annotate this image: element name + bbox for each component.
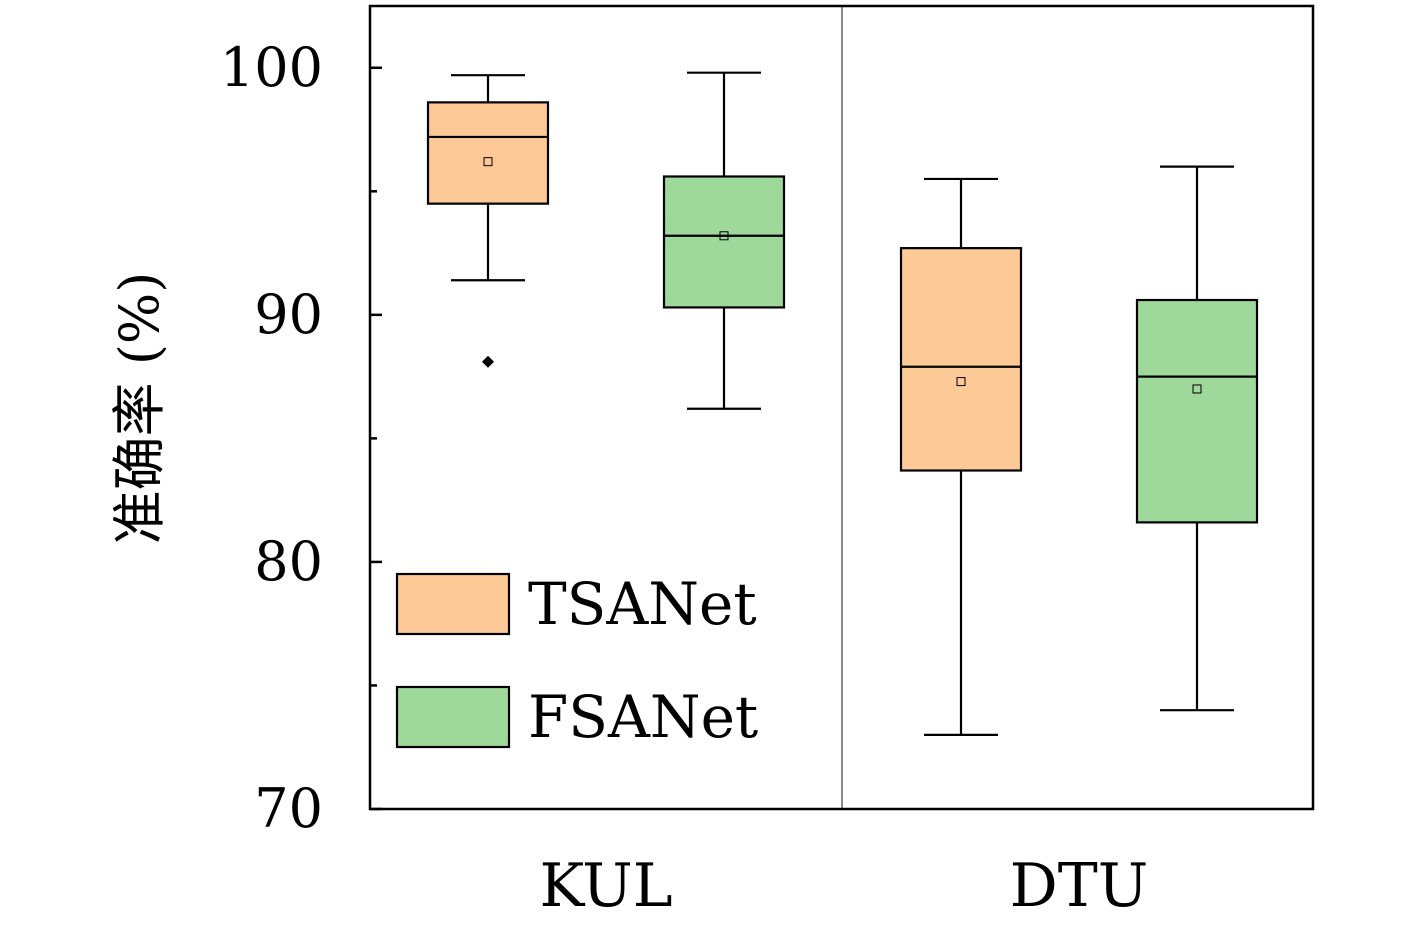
box-fsanet-kul bbox=[662, 71, 786, 410]
y-axis-label: 准确率 (%) bbox=[108, 272, 171, 545]
box-layer bbox=[426, 71, 1259, 736]
x-tick-label: DTU bbox=[1010, 851, 1149, 921]
mean-marker bbox=[956, 377, 966, 387]
legend-label-fsanet: FSANet bbox=[528, 683, 758, 751]
mean-marker bbox=[483, 157, 493, 167]
legend-swatch-tsanet bbox=[395, 572, 511, 636]
outlier-point bbox=[482, 355, 494, 368]
legend-swatch-fsanet bbox=[395, 685, 511, 749]
plot-frame bbox=[368, 4, 1315, 811]
y-tick-label: 90 bbox=[254, 283, 323, 346]
box-iqr bbox=[1135, 298, 1259, 524]
box-iqr bbox=[899, 247, 1023, 472]
box-fsanet-dtu bbox=[1135, 165, 1259, 712]
box-tsanet-kul bbox=[426, 74, 550, 368]
box-iqr bbox=[426, 101, 550, 205]
y-axis: 70 80 90 100 bbox=[220, 36, 382, 840]
mean-marker bbox=[1192, 384, 1202, 394]
box-iqr bbox=[662, 175, 786, 309]
y-tick-label: 80 bbox=[254, 530, 323, 593]
legend-label-tsanet: TSANet bbox=[528, 570, 757, 638]
y-tick-label: 100 bbox=[220, 36, 323, 99]
x-tick-label: KUL bbox=[539, 851, 672, 921]
box-tsanet-dtu bbox=[899, 177, 1023, 736]
x-axis: KUL DTU bbox=[539, 851, 1148, 921]
mean-marker bbox=[719, 231, 729, 241]
y-tick-label: 70 bbox=[254, 777, 323, 840]
legend: TSANet FSANet bbox=[395, 570, 758, 751]
